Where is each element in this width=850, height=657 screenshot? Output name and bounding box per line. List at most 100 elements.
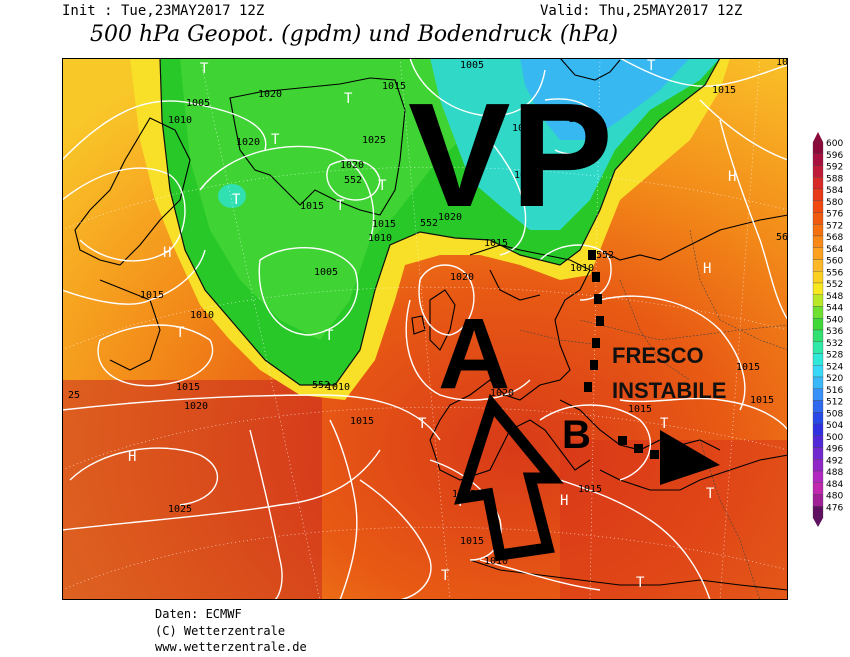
- scale-label: 504: [826, 421, 843, 431]
- isobar-label: 1015: [140, 290, 164, 301]
- scale-swatch: [812, 435, 824, 448]
- isobar-label: 101: [776, 58, 788, 68]
- isobar-label: 1015: [460, 536, 484, 547]
- scale-label: 560: [826, 257, 843, 267]
- scale-swatch: [812, 329, 824, 342]
- scale-label: 572: [826, 221, 843, 231]
- scale-label: 520: [826, 374, 843, 384]
- isobar-label: 1020: [490, 388, 514, 399]
- low-pressure-marker: T: [647, 58, 656, 74]
- scale-label: 548: [826, 292, 843, 302]
- b-annotation: B: [562, 413, 591, 457]
- vp-annotation: VP: [408, 73, 613, 238]
- scale-label: 532: [826, 339, 843, 349]
- isobar-label: 1005: [186, 98, 210, 109]
- isobar-label: 25: [68, 390, 80, 401]
- scale-label: 492: [826, 456, 843, 466]
- isobar-label: 1000: [514, 170, 538, 181]
- scale-swatch: [812, 224, 824, 237]
- scale-swatch: [812, 423, 824, 436]
- isobar-label: 1010: [512, 123, 536, 134]
- low-pressure-marker: T: [271, 132, 280, 148]
- high-pressure-marker: H: [728, 169, 736, 185]
- scale-swatch: [812, 506, 824, 519]
- isobar-label: 1020: [184, 401, 208, 412]
- isobar-label: 1015: [382, 81, 406, 92]
- credit-website[interactable]: www.wetterzentrale.de: [155, 640, 307, 654]
- map-frame: [62, 58, 788, 600]
- scale-swatch: [812, 200, 824, 213]
- southwest-hot: [62, 380, 322, 600]
- instabile-annotation: INSTABILE: [612, 378, 726, 403]
- scale-label: 564: [826, 245, 843, 255]
- isobar-label: 1020: [438, 212, 462, 223]
- low-pressure-marker: T: [418, 416, 427, 432]
- credit-copyright: (C) Wetterzentrale: [155, 624, 286, 638]
- low-pressure-marker: T: [636, 575, 645, 591]
- scale-swatch: [812, 365, 824, 378]
- isobar-label: 1025: [362, 135, 386, 146]
- isobar-label: 568: [776, 232, 788, 243]
- isobar-label: 1010: [168, 115, 192, 126]
- scale-label: 588: [826, 174, 843, 184]
- scale-swatch: [812, 282, 824, 295]
- lat-lon-grid: [62, 58, 788, 600]
- scale-label: 480: [826, 492, 843, 502]
- isobar-label: 1015: [176, 382, 200, 393]
- isobar-label: 1015: [628, 404, 652, 415]
- scale-label: 528: [826, 351, 843, 361]
- scale-swatch: [812, 294, 824, 307]
- scale-label: 512: [826, 398, 843, 408]
- scale-label: 552: [826, 280, 843, 290]
- scale-bottom-arrow: [813, 518, 823, 527]
- scale-label: 508: [826, 409, 843, 419]
- fresco-annotation: FRESCO: [612, 343, 704, 368]
- low-pressure-marker: T: [200, 61, 209, 77]
- isobar-label: 1015: [750, 395, 774, 406]
- scale-swatch: [812, 247, 824, 260]
- isobar-label: 1025: [168, 504, 192, 515]
- scale-swatch: [812, 353, 824, 366]
- isobar-label: 1010: [368, 233, 392, 244]
- scale-label: 536: [826, 327, 843, 337]
- scale-swatch: [812, 153, 824, 166]
- scale-label: 544: [826, 304, 843, 314]
- high-pressure-marker: H: [163, 245, 171, 261]
- low-pressure-marker: T: [344, 91, 353, 107]
- high-pressure-marker: H: [128, 449, 136, 465]
- isobar-label: 1005: [568, 114, 592, 125]
- scale-swatch: [812, 341, 824, 354]
- scale-swatch: [812, 141, 824, 154]
- isobar-label: 552: [596, 250, 614, 261]
- scale-label: 592: [826, 163, 843, 173]
- isobar-label: 1020: [450, 272, 474, 283]
- scale-swatch: [812, 177, 824, 190]
- scale-swatch: [812, 165, 824, 178]
- scale-label: 576: [826, 210, 843, 220]
- isobar-label: 1010: [326, 382, 350, 393]
- isobar-label: 1005: [314, 267, 338, 278]
- cold-spot-west: [218, 184, 246, 208]
- isobars: [62, 58, 788, 600]
- scale-label: 516: [826, 386, 843, 396]
- borders: [519, 229, 788, 600]
- geopotential-contours: [159, 58, 721, 386]
- low-pressure-marker: T: [325, 328, 334, 344]
- cold-core: [430, 58, 720, 230]
- high-pressure-marker: H: [703, 261, 711, 277]
- low-pressure-marker: T: [706, 486, 715, 502]
- low-pressure-marker: T: [176, 325, 185, 341]
- scale-label: 484: [826, 480, 843, 490]
- isobar-label: 1015: [578, 484, 602, 495]
- valid-time: Valid: Thu,25MAY2017 12Z: [540, 3, 743, 19]
- credit-data-source: Daten: ECMWF: [155, 607, 242, 621]
- scale-swatch: [812, 318, 824, 331]
- scale-label: 496: [826, 445, 843, 455]
- trough-dots: [584, 250, 659, 459]
- map-title: 500 hPa Geopot. (gpdm) und Bodendruck (h…: [90, 22, 619, 47]
- scale-label: 488: [826, 468, 843, 478]
- isobar-label: 552: [420, 218, 438, 229]
- isobar-label: 1010: [190, 310, 214, 321]
- scale-label: 568: [826, 233, 843, 243]
